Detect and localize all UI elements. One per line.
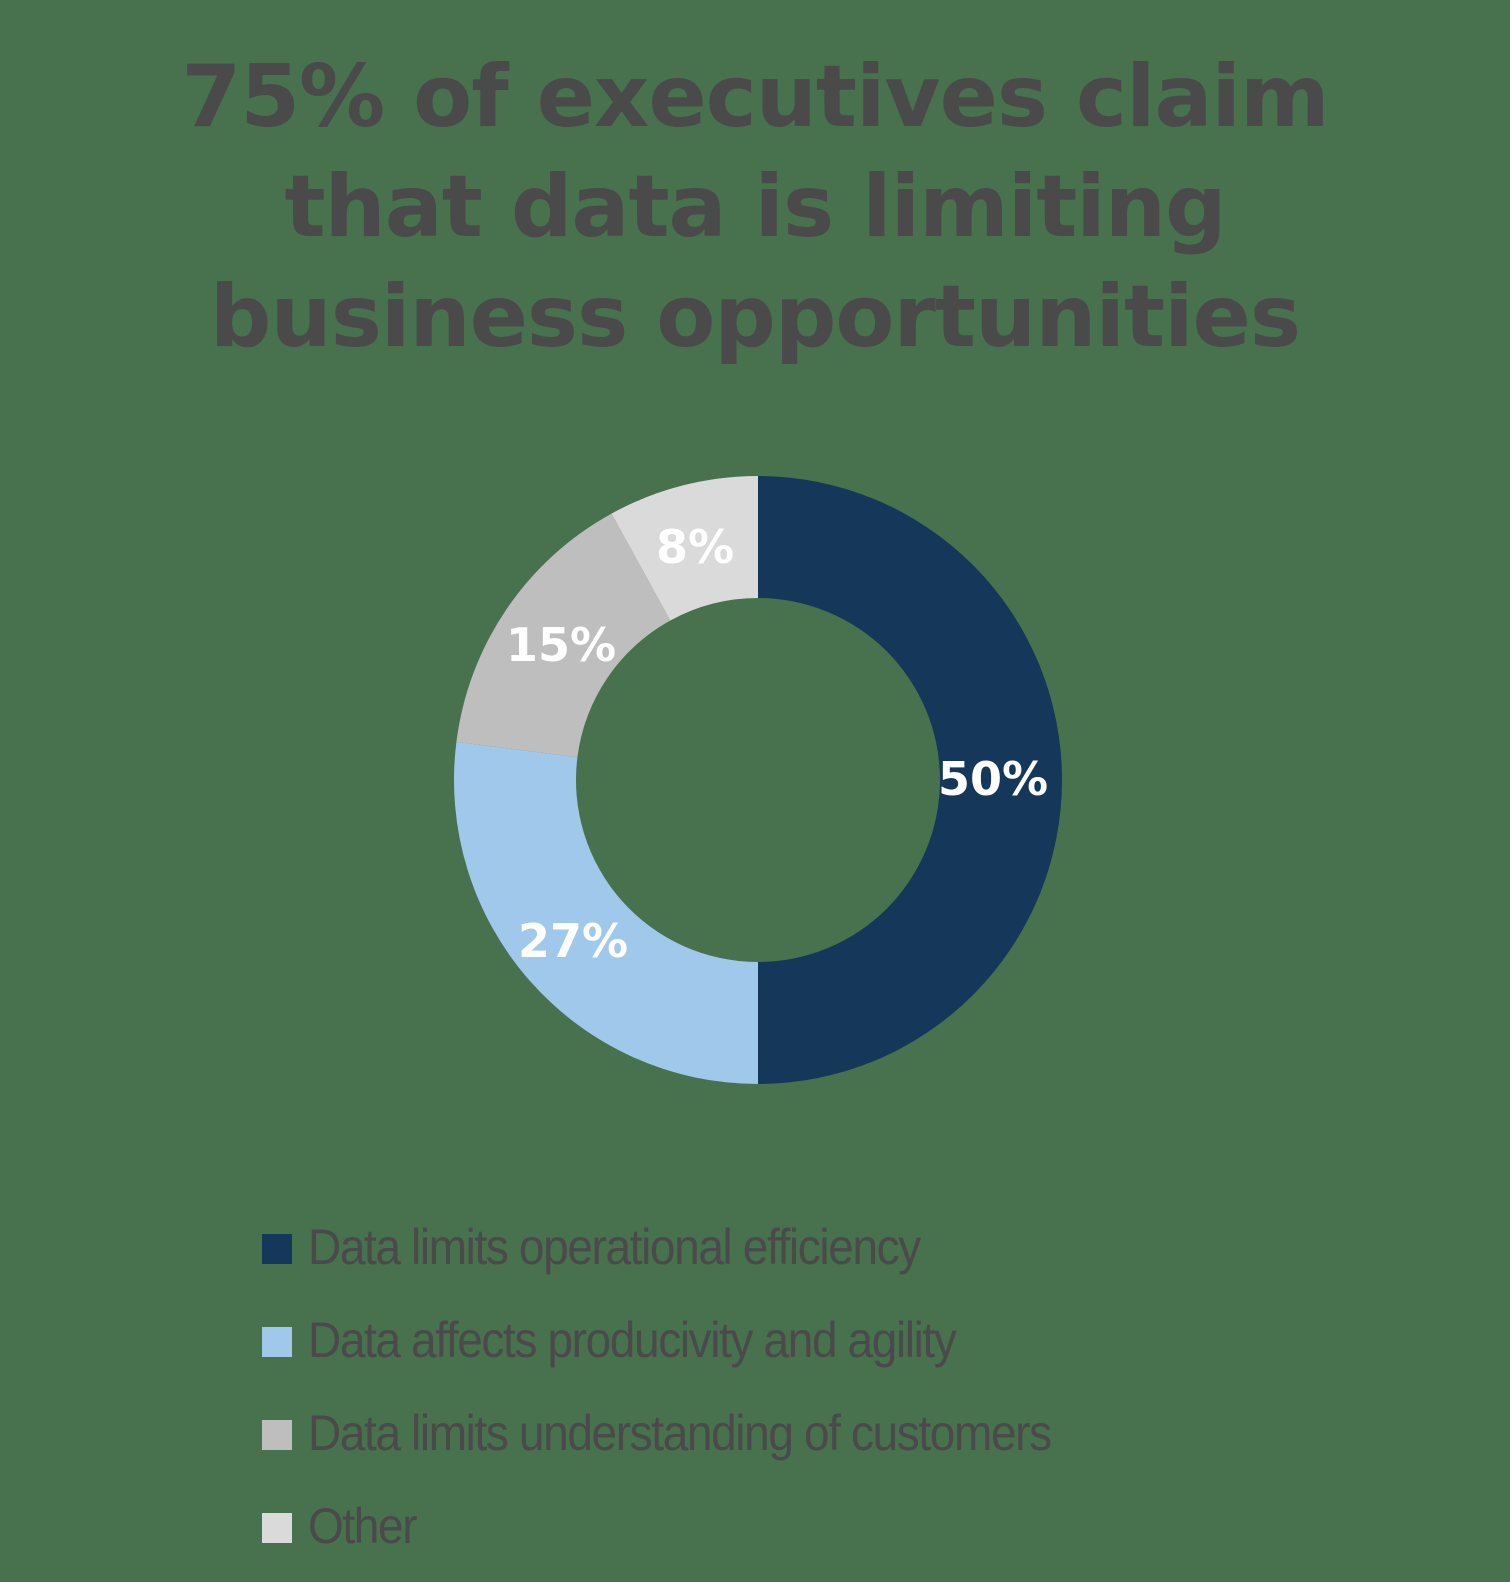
legend-swatch-icon xyxy=(262,1233,292,1264)
donut-slice xyxy=(456,513,671,758)
chart-title-line-1: 75% of executives claim xyxy=(181,47,1329,147)
slice-label-operational-efficiency: 50% xyxy=(938,752,1049,806)
legend-item-productivity-agility: Data affects producivity and agility xyxy=(262,1293,1115,1386)
legend-label: Data limits understanding of customers xyxy=(308,1404,1052,1461)
chart-title-line-3: business opportunities xyxy=(209,267,1301,367)
donut-chart xyxy=(453,476,1062,1084)
donut-slice xyxy=(453,741,758,1084)
legend-label: Data affects producivity and agility xyxy=(308,1311,957,1368)
legend-swatch-icon xyxy=(262,1512,292,1543)
slice-label-productivity-agility: 27% xyxy=(518,914,629,968)
donut-slice xyxy=(611,476,758,621)
legend-item-understanding-customers: Data limits understanding of customers xyxy=(262,1386,1115,1479)
chart-title-line-2: that data is limiting xyxy=(284,157,1226,257)
slice-label-other: 8% xyxy=(656,520,735,574)
legend-item-other: Other xyxy=(262,1479,1115,1572)
chart-legend: Data limits operational efficiency Data … xyxy=(262,1200,1115,1572)
legend-item-operational-efficiency: Data limits operational efficiency xyxy=(262,1200,1115,1293)
legend-label: Data limits operational efficiency xyxy=(308,1218,921,1275)
chart-title: 75% of executives claim that data is lim… xyxy=(0,42,1510,372)
legend-swatch-icon xyxy=(262,1419,292,1450)
donut-slice xyxy=(758,476,1062,1084)
legend-swatch-icon xyxy=(262,1326,292,1357)
legend-label: Other xyxy=(308,1497,418,1554)
slice-label-understanding-customers: 15% xyxy=(506,618,617,672)
